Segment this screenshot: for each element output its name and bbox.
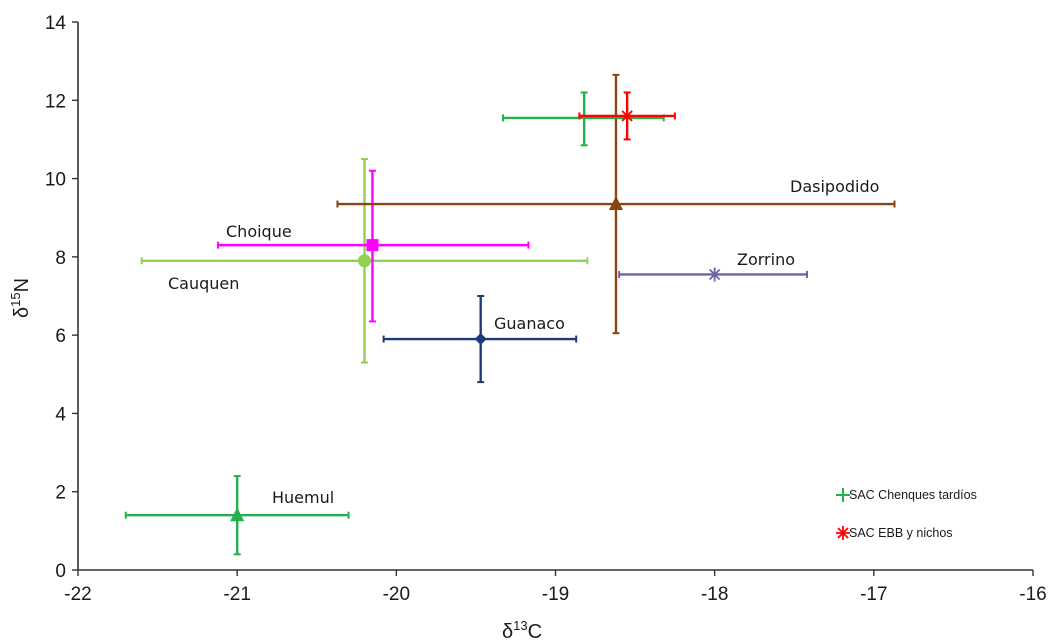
point-zorrino: [618, 267, 808, 282]
point-sac-ebb-y-nichos: [578, 91, 676, 141]
marker-huemul: [230, 507, 245, 522]
label-cauquen: Cauquen: [168, 274, 239, 293]
label-guanaco: Guanaco: [494, 314, 565, 333]
marker-cauquen: [358, 254, 371, 268]
y-tick-label: 12: [45, 91, 66, 112]
label-huemul: Huemul: [272, 488, 334, 507]
point-sac-chenques-tard-os: [501, 91, 665, 147]
point-huemul: [124, 475, 350, 556]
point-dasipodido: [336, 73, 896, 335]
y-tick-label: 14: [45, 13, 67, 34]
marker-choique: [366, 239, 379, 252]
x-tick-label: -18: [701, 584, 728, 605]
y-tick-label: 2: [55, 483, 66, 504]
marker-dasipodido: [608, 196, 623, 211]
x-tick-label: -22: [64, 584, 91, 605]
y-tick-label: 10: [45, 170, 66, 191]
label-zorrino: Zorrino: [737, 250, 795, 269]
data-marks: [124, 73, 896, 556]
point-cauquen: [140, 158, 589, 364]
legend: SAC Chenques tardíos SAC EBB y nichos: [836, 488, 977, 540]
y-axis-title: δ15N: [8, 278, 33, 318]
x-tick-label: -16: [1019, 584, 1046, 605]
marker-sac-ebb-y-nichos: [620, 108, 635, 123]
point-choique: [217, 169, 530, 323]
x-tick-label: -19: [542, 584, 569, 605]
legend-entry: SAC Chenques tardíos: [836, 488, 977, 502]
marker-zorrino: [707, 267, 722, 282]
legend-marker: [836, 488, 850, 502]
x-tick-label: -20: [383, 584, 410, 605]
x-tick-label: -17: [860, 584, 887, 605]
annotations: Huemul Cauquen Choique Guanaco Dasipodido Zor…: [168, 177, 879, 507]
legend-entry: SAC EBB y nichos: [836, 526, 953, 540]
x-tick-label: -21: [223, 584, 250, 605]
label-dasipodido: Dasipodido: [790, 177, 879, 196]
axes: 0 2 4 6 8 10 12 14 -22 -21 -20 -19 -18 -17 -16: [45, 13, 1047, 605]
y-tick-label: 0: [55, 561, 66, 582]
label-choique: Choique: [226, 222, 292, 241]
legend-label: SAC EBB y nichos: [849, 526, 953, 540]
legend-label: SAC Chenques tardíos: [849, 488, 977, 502]
y-tick-label: 4: [55, 404, 66, 425]
legend-marker: [836, 526, 850, 540]
point-guanaco: [382, 295, 578, 384]
y-tick-label: 6: [55, 326, 66, 347]
marker-guanaco: [474, 333, 487, 346]
y-tick-label: 8: [55, 248, 66, 269]
x-axis-title: δ13C: [502, 618, 542, 640]
